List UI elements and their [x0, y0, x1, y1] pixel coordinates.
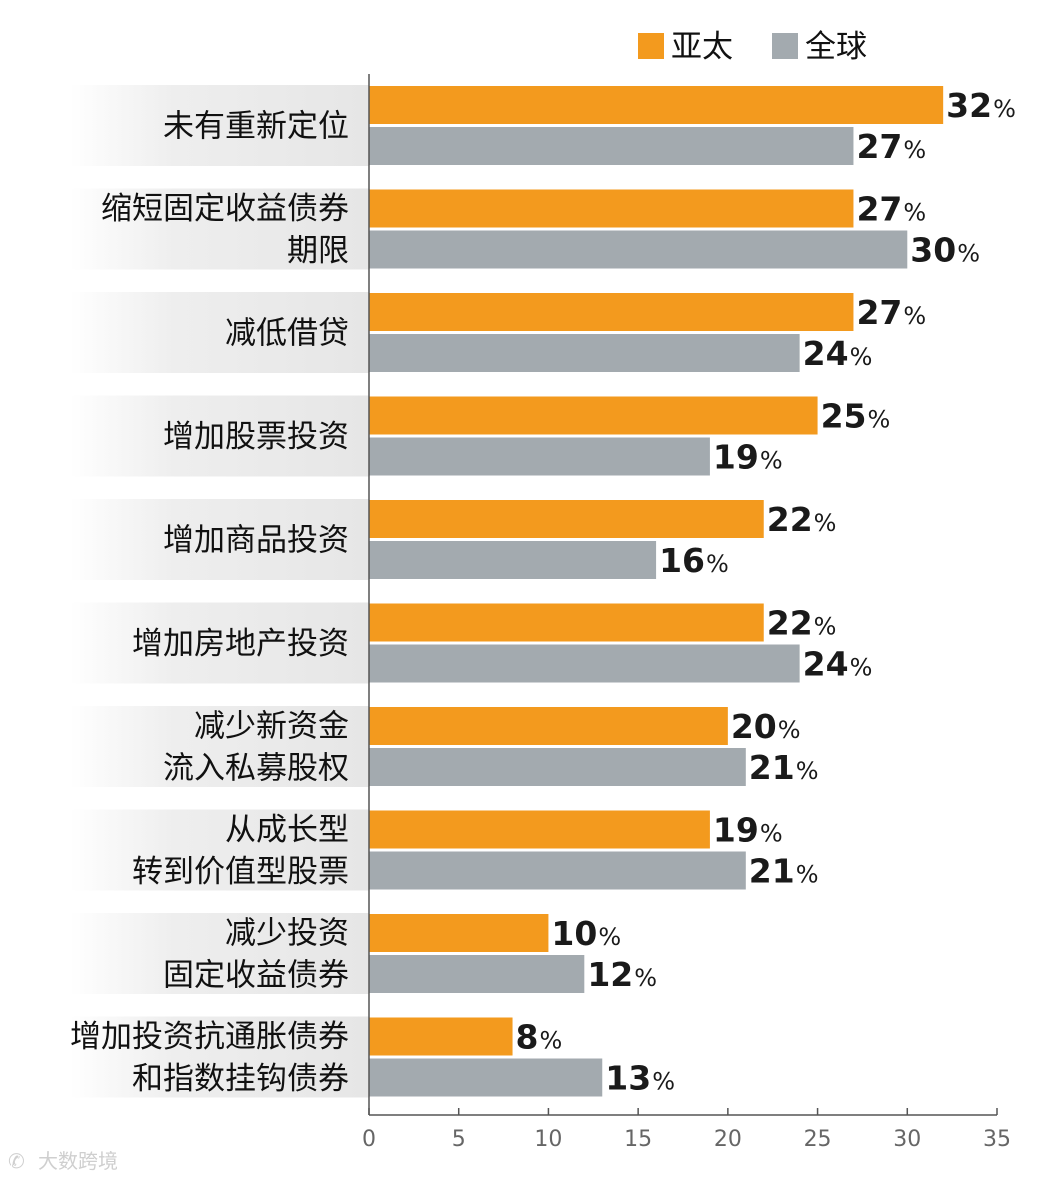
- category-label: 期限: [287, 233, 349, 269]
- legend-swatch-global: [772, 33, 798, 59]
- value-label: 12%: [587, 955, 657, 994]
- category-label: 和指数挂钩债券: [132, 1061, 349, 1097]
- x-tick-label: 10: [534, 1127, 562, 1152]
- label-band: [70, 499, 369, 580]
- value-label: 22%: [767, 500, 837, 539]
- x-tick-label: 35: [983, 1127, 1011, 1152]
- bar-asia-pacific: [369, 293, 854, 331]
- category-label: 从成长型: [225, 812, 349, 848]
- x-tick-label: 0: [362, 1127, 376, 1152]
- bar-asia-pacific: [369, 1017, 513, 1056]
- x-axis: 0 5 10 15 20 25 30 35: [362, 74, 1011, 1152]
- bar-asia-pacific: [369, 500, 764, 538]
- bar-global: [369, 334, 800, 372]
- label-band: [70, 395, 369, 477]
- x-tick-label: 20: [714, 1127, 742, 1152]
- category-label: 增加股票投资: [163, 419, 349, 455]
- value-label: 30%: [910, 231, 980, 270]
- value-label: 27%: [856, 293, 926, 332]
- label-band: [70, 292, 369, 373]
- watermark: ✆ 大数跨境: [8, 1149, 118, 1173]
- bar-global: [369, 127, 854, 165]
- value-label: 27%: [856, 127, 926, 166]
- x-tick-label: 25: [804, 1127, 832, 1152]
- category-label: 减低借贷: [225, 316, 349, 352]
- category-label: 减少新资金: [194, 709, 349, 745]
- bar-global: [369, 955, 585, 993]
- category-label: 固定收益债券: [163, 958, 349, 994]
- value-label: 21%: [749, 748, 819, 787]
- value-label: 27%: [856, 190, 926, 229]
- bar-asia-pacific: [369, 603, 764, 642]
- value-label: 25%: [821, 397, 891, 436]
- value-label: 19%: [713, 811, 783, 850]
- value-label: 19%: [713, 438, 783, 477]
- bar-asia-pacific: [369, 189, 854, 228]
- category-label: 流入私募股权: [163, 751, 349, 787]
- value-label: 24%: [803, 334, 873, 373]
- value-labels: 32%27%27%30%27%24%25%19%22%16%22%24%20%2…: [516, 86, 1016, 1098]
- legend: 亚太 全球: [638, 29, 867, 65]
- x-tick-label: 30: [893, 1127, 921, 1152]
- label-band: [70, 602, 369, 684]
- value-label: 21%: [749, 852, 819, 891]
- legend-label: 全球: [805, 29, 867, 65]
- label-band: [70, 809, 369, 891]
- category-label: 转到价值型股票: [132, 854, 349, 890]
- value-label: 8%: [516, 1018, 563, 1057]
- label-band: [70, 913, 369, 994]
- bar-asia-pacific: [369, 707, 728, 745]
- legend-label: 亚太: [671, 29, 733, 65]
- category-label: 增加商品投资: [163, 523, 349, 559]
- label-bands: [70, 85, 369, 1098]
- value-label: 24%: [803, 645, 873, 684]
- bar-global: [369, 1058, 603, 1097]
- bar-global: [369, 644, 800, 683]
- label-band: [70, 706, 369, 787]
- bars: [369, 86, 944, 1097]
- watermark-icon: ✆: [8, 1149, 25, 1173]
- bar-global: [369, 748, 746, 786]
- bar-asia-pacific: [369, 396, 818, 435]
- bar-global: [369, 541, 657, 579]
- value-label: 13%: [605, 1059, 675, 1098]
- legend-swatch-asia-pacific: [638, 33, 664, 59]
- bar-asia-pacific: [369, 914, 549, 952]
- category-label: 缩短固定收益债券: [101, 191, 349, 227]
- value-label: 10%: [551, 914, 621, 953]
- category-label: 未有重新定位: [163, 109, 349, 145]
- bar-asia-pacific: [369, 86, 944, 124]
- value-label: 22%: [767, 604, 837, 643]
- bar-global: [369, 437, 710, 476]
- x-tick-label: 15: [624, 1127, 652, 1152]
- value-label: 20%: [731, 707, 801, 746]
- label-band: [70, 85, 369, 166]
- bar-global: [369, 851, 746, 890]
- category-labels: 未有重新定位缩短固定收益债券期限减低借贷增加股票投资增加商品投资增加房地产投资减…: [70, 109, 349, 1098]
- value-label: 16%: [659, 541, 729, 580]
- bar-global: [369, 230, 908, 269]
- x-tick-label: 5: [452, 1127, 466, 1152]
- label-band: [70, 1016, 369, 1098]
- category-label: 减少投资: [225, 916, 349, 952]
- category-label: 增加投资抗通胀债券: [70, 1019, 349, 1055]
- label-band: [70, 188, 369, 270]
- bar-asia-pacific: [369, 810, 710, 849]
- value-label: 32%: [946, 86, 1016, 125]
- category-label: 增加房地产投资: [132, 626, 349, 662]
- watermark-text: 大数跨境: [38, 1149, 118, 1173]
